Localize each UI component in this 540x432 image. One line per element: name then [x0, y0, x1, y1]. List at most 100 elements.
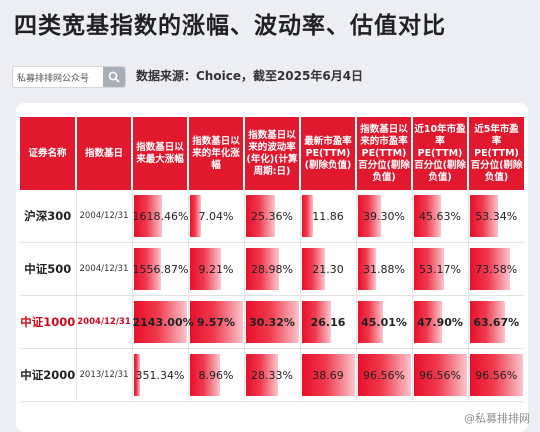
data-bar	[245, 248, 279, 290]
data-bar	[245, 354, 278, 396]
column-header: 指数基日以来的波动率(年化)(计算周期:日)	[244, 117, 301, 190]
value-text: 28.33%	[251, 368, 293, 382]
value-cell: 2143.00%	[132, 295, 194, 349]
value-text: 11.86	[312, 209, 344, 223]
value-text: 9.57%	[196, 315, 236, 329]
data-bar	[469, 301, 506, 343]
value-text: 73.58%	[475, 262, 518, 276]
data-bar	[301, 354, 355, 396]
value-text: 96.56%	[419, 368, 461, 382]
value-text: 53.17%	[419, 262, 461, 276]
security-name: 中证500	[20, 242, 77, 296]
search-button[interactable]	[103, 67, 125, 87]
data-bar	[133, 354, 140, 396]
table-row: 沪深300 2004/12/31 1618.46% 7.04% 25.36% 11.86 3…	[20, 190, 524, 243]
data-bar	[245, 195, 276, 237]
value-cell: 73.58%	[468, 242, 524, 296]
value-cell: 11.86	[300, 190, 357, 243]
value-text: 38.69	[312, 368, 344, 382]
security-name: 中证1000	[20, 295, 77, 349]
data-bar	[301, 195, 313, 237]
value-text: 45.01%	[361, 315, 407, 329]
value-cell: 45.63%	[412, 190, 469, 243]
value-cell: 39.30%	[356, 190, 413, 243]
value-cell: 30.32%	[244, 295, 301, 349]
data-bar	[189, 248, 221, 290]
table-row: 中证1000 2004/12/31 2143.00% 9.57% 30.32% 26.16…	[20, 295, 524, 349]
value-cell: 8.96%	[188, 348, 245, 402]
data-bar	[413, 195, 441, 237]
value-cell: 63.67%	[468, 295, 524, 349]
value-text: 63.67%	[473, 315, 520, 329]
data-bar	[357, 195, 382, 237]
value-text: 47.90%	[417, 315, 463, 329]
column-header: 指数基日以来的年化涨幅	[188, 117, 245, 190]
base-date: 2004/12/31	[76, 190, 133, 243]
data-bar	[189, 354, 220, 396]
value-cell: 9.57%	[188, 295, 245, 349]
watermark: @私募排排网	[464, 412, 530, 425]
data-bar	[133, 195, 162, 237]
value-cell: 28.98%	[244, 242, 301, 296]
value-text: 351.34%	[135, 368, 185, 382]
column-header: 近5年市盈率PE(TTM)百分位(剔除负值)	[468, 117, 524, 190]
value-text: 53.34%	[475, 209, 518, 223]
data-bar	[189, 195, 201, 237]
value-cell: 1556.87%	[132, 242, 189, 296]
data-bar	[469, 195, 499, 237]
base-date: 2004/12/31	[76, 295, 133, 349]
value-cell: 38.69	[300, 348, 357, 402]
search-text: 私募排排网公众号	[17, 74, 90, 84]
data-bar	[357, 301, 384, 343]
value-cell: 47.90%	[412, 295, 469, 349]
data-bar	[301, 248, 325, 290]
search-box[interactable]: 私募排排网公众号	[12, 66, 126, 88]
value-text: 96.56%	[475, 368, 518, 382]
table-body: 沪深300 2004/12/31 1618.46% 7.04% 25.36% 11.86 3…	[20, 190, 524, 402]
value-text: 45.63%	[419, 209, 461, 223]
value-text: 9.21%	[198, 262, 234, 276]
value-text: 30.32%	[249, 315, 295, 329]
value-text: 1618.46%	[132, 209, 189, 223]
data-bar	[133, 248, 161, 290]
value-cell: 21.30	[300, 242, 357, 296]
data-bar	[469, 248, 510, 290]
search-icon	[108, 71, 120, 83]
security-name: 中证2000	[20, 348, 77, 402]
data-bar	[357, 354, 411, 396]
value-text: 7.04%	[198, 209, 234, 223]
header-row: 证券名称 指数基日 指数基日以来最大涨幅 指数基日以来的年化涨幅 指数基日以来的波动率(…	[20, 117, 524, 190]
value-cell: 9.21%	[188, 242, 245, 296]
page-title: 四类宽基指数的涨幅、波动率、估值对比	[14, 13, 446, 39]
comparison-table: 证券名称 指数基日 指数基日以来最大涨幅 指数基日以来的年化涨幅 指数基日以来的波动率(…	[20, 117, 524, 402]
data-source-text: 数据来源：Choice，截至2025年6月4日	[136, 69, 364, 83]
value-cell: 53.34%	[468, 190, 524, 243]
value-cell: 31.88%	[356, 242, 413, 296]
table-row: 中证500 2004/12/31 1556.87% 9.21% 28.98% 21.30 3…	[20, 242, 524, 296]
value-text: 31.88%	[363, 262, 405, 276]
value-cell: 45.01%	[356, 295, 413, 349]
table-card: 证券名称 指数基日 指数基日以来最大涨幅 指数基日以来的年化涨幅 指数基日以来的波动率(…	[16, 103, 528, 432]
column-header: 证券名称	[20, 117, 77, 190]
data-bar	[413, 301, 442, 343]
value-text: 1556.87%	[132, 262, 189, 276]
value-text: 28.98%	[251, 262, 293, 276]
value-cell: 25.36%	[244, 190, 301, 243]
value-text: 21.30	[312, 262, 344, 276]
data-bar	[413, 354, 467, 396]
column-header: 指数基日以来的市盈率PE(TTM)百分位(剔除负值)	[356, 117, 413, 190]
data-bar	[357, 248, 377, 290]
value-cell: 96.56%	[412, 348, 469, 402]
table-wrapper: 证券名称 指数基日 指数基日以来最大涨幅 指数基日以来的年化涨幅 指数基日以来的波动率(…	[20, 117, 524, 402]
column-header: 近10年市盈率PE(TTM)百分位(剔除负值)	[412, 117, 469, 190]
value-text: 2143.00%	[132, 315, 194, 329]
column-header: 最新市盈率PE(TTM)(剔除负值)	[300, 117, 357, 190]
value-cell: 1618.46%	[132, 190, 189, 243]
value-text: 25.36%	[251, 209, 293, 223]
data-bar	[413, 248, 445, 290]
table-row: 中证2000 2013/12/31 351.34% 8.96% 28.33% 38.69 9…	[20, 348, 524, 402]
value-cell: 96.56%	[356, 348, 413, 402]
data-bar	[301, 301, 332, 343]
data-bar	[133, 301, 187, 343]
value-cell: 53.17%	[412, 242, 469, 296]
